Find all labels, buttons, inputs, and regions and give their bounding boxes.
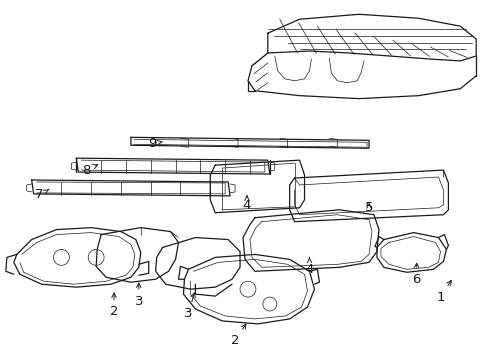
Text: 2: 2 xyxy=(109,293,118,319)
Text: 2: 2 xyxy=(230,324,245,347)
Text: 3: 3 xyxy=(184,293,195,320)
Text: 7: 7 xyxy=(35,188,49,201)
Text: 1: 1 xyxy=(435,280,450,303)
Text: 8: 8 xyxy=(82,163,98,176)
Text: 5: 5 xyxy=(364,201,372,214)
Text: 4: 4 xyxy=(243,196,251,212)
Text: 4: 4 xyxy=(305,257,313,276)
Text: 9: 9 xyxy=(148,137,162,150)
Text: 6: 6 xyxy=(412,263,420,286)
Text: 3: 3 xyxy=(134,283,143,307)
